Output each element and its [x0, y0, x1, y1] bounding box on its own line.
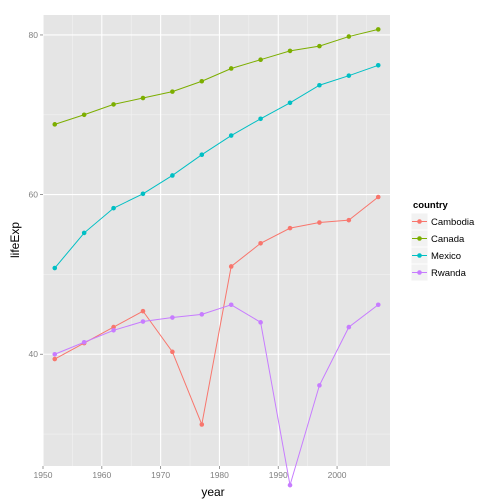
data-point-canada: [52, 122, 58, 127]
data-point-mexico: [111, 205, 116, 211]
axes-layer: 1950 1960 1970 1980 1990 2000 40 60 80: [29, 30, 347, 480]
legend-key-point-rwanda: [417, 270, 422, 275]
data-point-cambodia: [287, 225, 293, 231]
data-point-canada: [258, 57, 263, 63]
data-point-canada: [375, 27, 381, 32]
x-tick-label: 2000: [328, 470, 347, 480]
data-point-cambodia: [346, 217, 352, 223]
x-tick-label: 1990: [269, 470, 288, 480]
series-rwanda: [52, 302, 381, 488]
data-point-mexico: [140, 191, 146, 197]
y-tick-label: 80: [29, 30, 39, 40]
data-point-rwanda: [287, 482, 293, 488]
y-tick-label: 40: [29, 349, 39, 359]
legend-item-rwanda: Rwanda: [410, 263, 467, 282]
data-point-canada: [199, 78, 205, 84]
legend-item-canada: Canada: [410, 229, 465, 248]
series-canada: [52, 27, 381, 127]
data-point-rwanda: [317, 383, 322, 388]
data-point-cambodia: [111, 324, 116, 330]
data-point-canada: [81, 112, 87, 118]
x-tick-label: 1960: [92, 470, 111, 480]
data-point-mexico: [375, 62, 381, 68]
legend-item-cambodia: Cambodia: [410, 212, 475, 231]
x-tick-label: 1970: [151, 470, 170, 480]
data-point-rwanda: [258, 320, 263, 325]
data-point-mexico: [317, 82, 322, 88]
data-point-canada: [228, 66, 234, 71]
legend-label-rwanda: Rwanda: [431, 268, 467, 279]
data-point-canada: [287, 48, 293, 54]
data-point-rwanda: [228, 302, 234, 308]
data-point-canada: [346, 34, 352, 39]
data-point-rwanda: [170, 315, 175, 320]
data-point-cambodia: [258, 240, 263, 246]
legend: country Cambodia Canada Mexico Rwanda: [410, 200, 475, 282]
plot-panel: [43, 15, 390, 466]
series-mexico: [52, 62, 381, 271]
legend-label-canada: Canada: [431, 234, 465, 245]
data-point-rwanda: [375, 302, 381, 308]
data-point-cambodia: [170, 349, 175, 355]
data-point-cambodia: [317, 220, 322, 225]
data-point-mexico: [228, 133, 234, 138]
legend-label-cambodia: Cambodia: [431, 217, 475, 228]
data-point-mexico: [170, 173, 175, 178]
legend-key-point-canada: [417, 236, 422, 241]
data-point-mexico: [199, 152, 205, 157]
legend-item-mexico: Mexico: [410, 246, 461, 265]
data-point-cambodia: [228, 264, 234, 269]
data-point-mexico: [287, 100, 293, 106]
series-layer: [52, 27, 381, 488]
series-line-cambodia: [54, 196, 379, 427]
x-axis-title: year: [201, 485, 224, 499]
data-point-mexico: [346, 73, 352, 78]
data-point-canada: [317, 43, 322, 49]
data-point-canada: [111, 102, 116, 107]
legend-key-point-mexico: [417, 253, 422, 258]
x-tick-label: 1980: [210, 470, 229, 480]
legend-title: country: [413, 200, 449, 211]
major-gridlines: [42, 15, 390, 466]
data-point-mexico: [52, 265, 58, 271]
data-point-canada: [140, 95, 146, 101]
series-line-mexico: [54, 64, 379, 269]
y-tick-label: 60: [29, 190, 39, 200]
y-axis-title: lifeExp: [8, 222, 22, 258]
data-point-cambodia: [199, 422, 205, 427]
data-point-rwanda: [346, 324, 352, 330]
data-point-cambodia: [52, 356, 58, 362]
data-point-mexico: [81, 230, 87, 236]
x-tick-label: 1950: [34, 470, 53, 480]
data-point-canada: [170, 89, 175, 94]
series-line-canada: [54, 28, 379, 125]
series-line-rwanda: [54, 304, 379, 486]
data-point-cambodia: [140, 308, 146, 314]
data-point-rwanda: [199, 312, 205, 317]
data-point-cambodia: [375, 194, 381, 200]
minor-gridlines: [43, 15, 390, 466]
legend-key-point-cambodia: [417, 219, 422, 224]
data-point-rwanda: [52, 351, 58, 357]
legend-label-mexico: Mexico: [431, 251, 461, 262]
data-point-rwanda: [81, 339, 87, 345]
data-point-mexico: [258, 116, 263, 122]
data-point-rwanda: [111, 328, 116, 333]
data-point-rwanda: [140, 319, 146, 324]
